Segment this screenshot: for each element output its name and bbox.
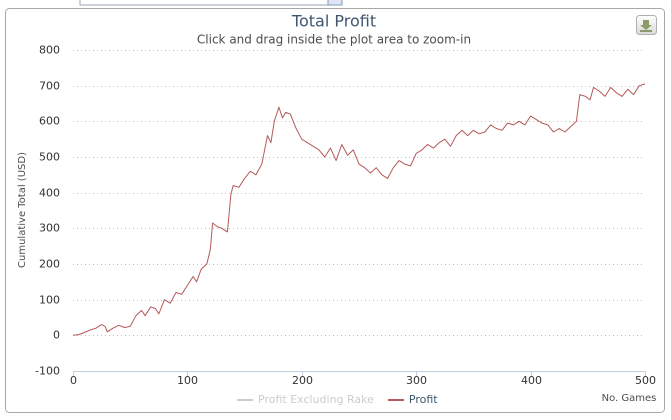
- profit-line: [72, 83, 646, 336]
- x-tick-label: 300: [406, 374, 427, 387]
- y-tick-label: 500: [39, 151, 60, 164]
- x-tick-label: 200: [292, 374, 313, 387]
- chart-subtitle: Click and drag inside the plot area to z…: [197, 33, 471, 47]
- chart-frame: [5, 8, 665, 413]
- y-tick-label: 700: [39, 80, 60, 93]
- y-tick-label: 400: [39, 187, 60, 200]
- x-tick-label: 100: [177, 374, 198, 387]
- y-tick-label: 100: [39, 294, 60, 307]
- x-tick-label: 400: [521, 374, 542, 387]
- y-tick-label: 300: [39, 222, 60, 235]
- x-tick-label: 500: [635, 374, 656, 387]
- y-tick-label: 0: [53, 329, 60, 342]
- y-axis-title: Cumulative Total (USD): [17, 152, 28, 268]
- y-tick-label: -100: [35, 365, 60, 378]
- download-icon[interactable]: [640, 20, 652, 30]
- y-tick-label: 800: [39, 44, 60, 57]
- x-tick-label: 0: [70, 374, 77, 387]
- y-tick-label: 200: [39, 258, 60, 271]
- select-arrow[interactable]: [327, 0, 343, 6]
- legend: Profit Excluding Rake Profit: [237, 393, 438, 406]
- chart-title: Total Profit: [291, 12, 376, 31]
- y-tick-label: 600: [39, 115, 60, 128]
- select-box[interactable]: [79, 0, 343, 6]
- download-base[interactable]: [640, 30, 652, 32]
- legend-label[interactable]: Profit: [409, 393, 438, 406]
- x-axis-title: No. Games: [602, 393, 657, 404]
- legend-label[interactable]: Profit Excluding Rake: [258, 393, 374, 406]
- download-button[interactable]: [636, 15, 657, 35]
